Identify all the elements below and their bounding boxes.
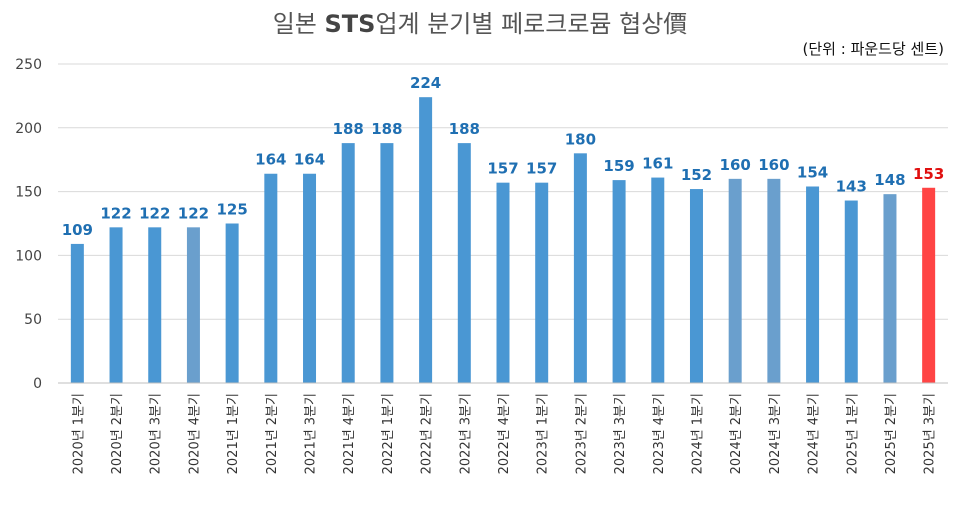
- y-tick-label: 150: [15, 185, 42, 201]
- y-tick-label: 50: [24, 312, 42, 328]
- y-tick-label: 100: [15, 248, 42, 264]
- data-label: 152: [681, 166, 712, 184]
- data-label: 188: [449, 120, 480, 138]
- unit-label: (단위 : 파운드당 센트): [802, 40, 944, 58]
- bar: [148, 227, 162, 383]
- bar: [186, 227, 200, 383]
- data-label: 153: [913, 165, 944, 183]
- x-tick-label: 2025년 2분기: [884, 393, 899, 474]
- data-label: 164: [294, 151, 325, 169]
- bar: [535, 182, 549, 383]
- data-label: 148: [874, 171, 905, 189]
- bar: [767, 178, 781, 383]
- data-label: 188: [371, 120, 402, 138]
- bar: [380, 143, 394, 383]
- bar: [419, 97, 433, 384]
- y-tick-label: 0: [33, 376, 42, 392]
- bar-highlight: [922, 187, 936, 383]
- bar: [573, 153, 587, 383]
- bar: [612, 180, 626, 383]
- bar: [651, 177, 665, 383]
- y-tick-label: 250: [15, 57, 42, 73]
- x-tick-label: 2020년 3분기: [149, 393, 164, 474]
- data-label: 143: [836, 178, 867, 196]
- data-label: 122: [100, 204, 131, 222]
- y-tick-label: 200: [15, 121, 42, 137]
- data-label: 159: [603, 157, 634, 175]
- x-tick-label: 2022년 4분기: [497, 393, 512, 474]
- x-tick-label: 2020년 4분기: [187, 393, 202, 474]
- x-tick-label: 2021년 2분기: [265, 393, 280, 474]
- data-label: 125: [216, 201, 247, 219]
- bar: [70, 243, 84, 383]
- x-tick-label: 2023년 3분기: [613, 393, 628, 474]
- bar: [109, 227, 123, 383]
- data-label: 122: [178, 204, 209, 222]
- x-tick-label: 2024년 3분기: [768, 393, 783, 474]
- x-tick-label: 2025년 3분기: [923, 393, 938, 474]
- bar: [844, 200, 858, 383]
- x-tick-label: 2023년 2분기: [574, 393, 589, 474]
- x-tick-label: 2022년 3분기: [458, 393, 473, 474]
- x-tick-label: 2021년 4분기: [342, 393, 357, 474]
- chart-title-bold: STS: [324, 10, 376, 38]
- x-axis-ticks: 2020년 1분기 2020년 2분기 2020년 3분기 2020년 4분기 2021…: [71, 393, 937, 474]
- x-tick-label: 2025년 1분기: [845, 393, 860, 474]
- data-label: 188: [333, 120, 364, 138]
- data-label: 157: [526, 160, 557, 178]
- bar: [496, 182, 510, 383]
- data-label: 122: [139, 204, 170, 222]
- bar: [689, 189, 703, 383]
- bar: [264, 173, 278, 383]
- x-tick-label: 2022년 2분기: [420, 393, 435, 474]
- bar: [225, 223, 239, 383]
- x-tick-label: 2024년 4분기: [807, 393, 822, 474]
- x-tick-label: 2024년 2분기: [729, 393, 744, 474]
- data-label: 180: [565, 130, 596, 148]
- data-labels: 109 122 122 122 125 164 164 188 188 224 188 157 157 1…: [62, 74, 945, 239]
- bar: [728, 178, 742, 383]
- x-tick-label: 2020년 2분기: [110, 393, 125, 474]
- y-axis-ticks: 0 50 100 150 200 250: [15, 57, 42, 392]
- data-label: 154: [797, 163, 828, 181]
- data-label: 224: [410, 74, 441, 92]
- data-label: 160: [720, 156, 751, 174]
- x-tick-label: 2020년 1분기: [71, 393, 86, 474]
- data-label: 160: [758, 156, 789, 174]
- bars: [70, 97, 936, 384]
- bar: [303, 173, 317, 383]
- x-tick-label: 2023년 4분기: [652, 393, 667, 474]
- x-tick-label: 2023년 1분기: [536, 393, 551, 474]
- x-tick-label: 2024년 1분기: [690, 393, 705, 474]
- data-label: 157: [487, 160, 518, 178]
- chart-title-suffix: 업계 분기별 페로크로뮴 협상價: [375, 10, 688, 38]
- data-label: 109: [62, 221, 93, 239]
- x-tick-label: 2021년 1분기: [226, 393, 241, 474]
- bar: [806, 186, 820, 383]
- x-tick-label: 2022년 1분기: [381, 393, 396, 474]
- chart-title: 일본 STS업계 분기별 페로크로뮴 협상價: [0, 4, 960, 39]
- x-tick-label: 2021년 3분기: [304, 393, 319, 474]
- data-label: 161: [642, 155, 673, 173]
- chart-title-prefix: 일본: [272, 10, 325, 38]
- bar: [341, 143, 355, 383]
- bar: [883, 194, 897, 383]
- data-label: 164: [255, 151, 286, 169]
- bar: [457, 143, 471, 383]
